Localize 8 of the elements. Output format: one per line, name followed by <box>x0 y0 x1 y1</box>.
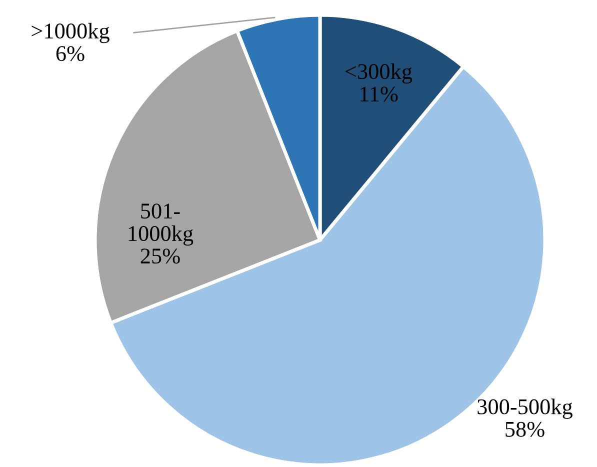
slice-label: >1000kg <box>32 22 110 44</box>
slice-label: 501-1000kg <box>128 204 194 246</box>
data-label: 58% <box>506 422 544 437</box>
slice-label: <300kg <box>346 63 412 84</box>
slice-label: 300-500kg <box>478 398 572 419</box>
data-label: 6% <box>56 46 84 62</box>
data-label: 25% <box>140 248 180 264</box>
data-label: 11% <box>360 86 398 102</box>
